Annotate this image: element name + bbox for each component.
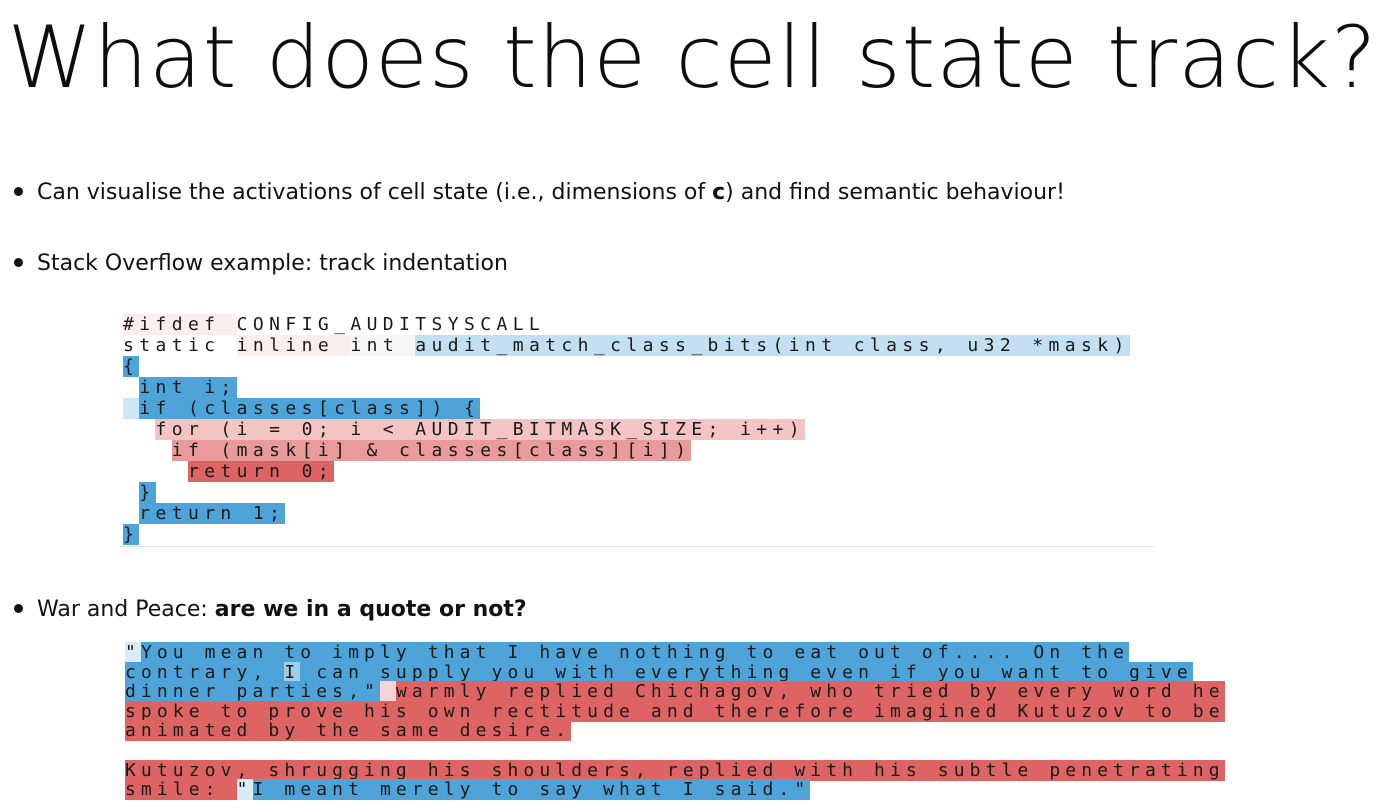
bullet-war-and-peace: War and Peace: are we in a quote or not? xyxy=(14,597,527,622)
prose-line: "You mean to imply that I have nothing t… xyxy=(125,642,1225,663)
highlighted-token xyxy=(380,681,396,703)
highlighted-token: I xyxy=(284,661,301,683)
highlighted-token: int i; xyxy=(139,377,237,398)
highlighted-token: warmly replied Chichagov, who tried by e… xyxy=(395,681,1225,703)
highlighted-token: " xyxy=(125,642,141,663)
highlighted-token: Kutuzov, shrugging his shoulders, replie… xyxy=(125,759,1225,781)
bullet-text-pre: Can visualise the activations of cell st… xyxy=(37,180,713,205)
highlighted-token: You mean to imply that I have nothing to… xyxy=(140,642,1130,663)
prose-line: smile: "I meant merely to say what I sai… xyxy=(125,779,1225,801)
highlighted-token: if (classes[class]) { xyxy=(139,398,481,419)
highlighted-token: { xyxy=(123,356,140,377)
highlighted-token xyxy=(123,482,140,503)
highlighted-token xyxy=(123,377,140,398)
highlighted-token: audit_match_class_bits(int class, u32 *m… xyxy=(415,335,1130,356)
bullet-text-post: ) and find semantic behaviour! xyxy=(725,180,1065,205)
highlighted-token: spoke to prove his own rectitude and the… xyxy=(125,700,1225,722)
code-line: return 1; xyxy=(123,503,1130,524)
highlighted-token xyxy=(123,440,172,461)
highlighted-token: #ifdef xyxy=(123,314,237,335)
highlighted-token: inline xyxy=(236,335,351,356)
highlighted-token: dinner parties," xyxy=(125,681,380,703)
highlighted-token: static xyxy=(123,335,237,356)
prose-line: dinner parties," warmly replied Chichago… xyxy=(125,681,1225,703)
bullet-dot xyxy=(14,603,23,613)
highlighted-token: contrary, xyxy=(125,661,285,683)
prose-line: Kutuzov, shrugging his shoulders, replie… xyxy=(125,759,1225,781)
code-line: } xyxy=(123,524,1130,545)
code-line: } xyxy=(123,482,1130,503)
war-and-peace-example: "You mean to imply that I have nothing t… xyxy=(125,642,1225,801)
highlighted-token xyxy=(123,398,140,419)
highlighted-token: can supply you with everything even if y… xyxy=(300,661,1193,683)
highlighted-token: int xyxy=(350,335,416,356)
bullet-text-bold: are we in a quote or not? xyxy=(214,597,527,622)
bullet-dot xyxy=(14,186,23,196)
highlighted-token: CONFIG_AUDITSYSCALL xyxy=(236,314,546,335)
highlighted-token: for (i = 0; i < AUDIT_BITMASK_SIZE; i++) xyxy=(155,419,805,440)
prose-line: contrary, I can supply you with everythi… xyxy=(125,661,1225,683)
highlighted-token: " xyxy=(236,779,253,801)
highlighted-token: return 1; xyxy=(139,503,286,524)
code-line: { xyxy=(123,356,1130,377)
highlighted-token xyxy=(123,419,156,440)
slide-title: What does the cell state track? xyxy=(7,8,1378,108)
prose-line xyxy=(125,741,1225,761)
code-divider xyxy=(120,546,1155,547)
highlighted-token: } xyxy=(123,524,140,545)
highlighted-token xyxy=(123,461,188,482)
prose-line: spoke to prove his own rectitude and the… xyxy=(125,700,1225,722)
code-line: if (classes[class]) { xyxy=(123,398,1130,419)
code-line: for (i = 0; i < AUDIT_BITMASK_SIZE; i++) xyxy=(123,419,1130,440)
bullet-dot xyxy=(14,257,23,267)
highlighted-token: } xyxy=(139,482,156,503)
highlighted-token: smile: xyxy=(125,779,237,801)
code-line: return 0; xyxy=(123,461,1130,482)
bullet-text-bold: c xyxy=(712,180,726,205)
highlighted-token: return 0; xyxy=(187,461,335,482)
code-line: static inline int audit_match_class_bits… xyxy=(123,335,1130,356)
highlighted-token: I meant merely to say what I said." xyxy=(252,779,811,801)
highlighted-token xyxy=(123,503,140,524)
code-line: int i; xyxy=(123,377,1130,398)
highlighted-token: animated by the same desire. xyxy=(125,720,572,742)
bullet-text: Stack Overflow example: track indentatio… xyxy=(37,251,508,276)
prose-line: animated by the same desire. xyxy=(125,720,1225,742)
code-line: #ifdef CONFIG_AUDITSYSCALL xyxy=(123,314,1130,335)
bullet-text-pre: War and Peace: xyxy=(37,597,215,622)
bullet-stack-overflow: Stack Overflow example: track indentatio… xyxy=(14,251,508,276)
code-example: #ifdef CONFIG_AUDITSYSCALL static inline … xyxy=(123,314,1130,545)
bullet-cell-state: Can visualise the activations of cell st… xyxy=(14,180,1065,205)
code-line: if (mask[i] & classes[class][i]) xyxy=(123,440,1130,461)
highlighted-token: if (mask[i] & classes[class][i]) xyxy=(171,440,692,461)
